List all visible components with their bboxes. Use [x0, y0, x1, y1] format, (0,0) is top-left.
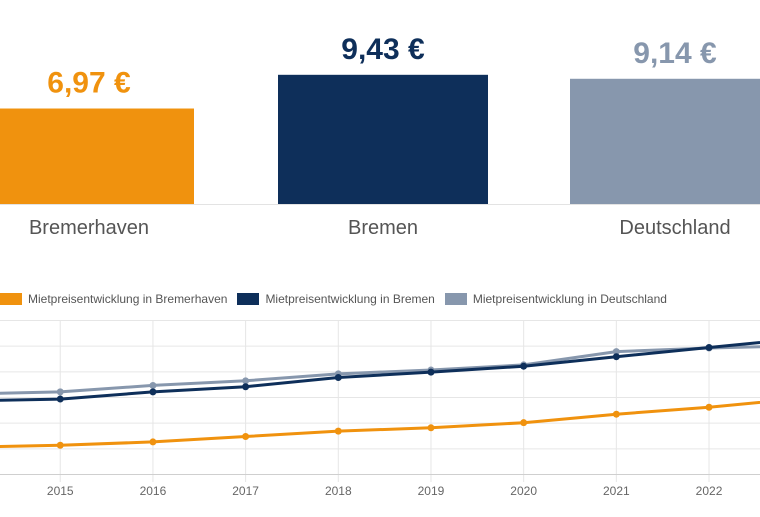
legend-label: Mietpreisentwicklung in Deutschland	[472, 292, 667, 306]
data-point	[427, 368, 435, 376]
x-tick-label: 2017	[232, 484, 259, 498]
data-point	[242, 383, 250, 391]
x-tick-label: 2016	[140, 484, 167, 498]
data-point	[612, 410, 620, 418]
line-chart-legend: Mietpreisentwicklung in Bremerhaven Mietp…	[0, 289, 677, 309]
bar-category-label: Bremen	[348, 217, 418, 239]
data-point	[427, 424, 435, 432]
legend-swatch	[0, 293, 22, 305]
x-tick-label: 2018	[325, 484, 352, 498]
legend-item[interactable]: Mietpreisentwicklung in Bremerhaven	[0, 292, 227, 306]
bar-deutschland	[570, 78, 760, 204]
data-point	[334, 373, 342, 381]
legend-item[interactable]: Mietpreisentwicklung in Deutschland	[444, 292, 667, 306]
data-point	[56, 441, 64, 449]
data-point	[56, 388, 64, 396]
data-point	[242, 433, 250, 441]
legend-item[interactable]: Mietpreisentwicklung in Bremen	[237, 292, 435, 306]
data-point	[149, 388, 157, 396]
data-point	[612, 353, 620, 361]
bar-bremen	[278, 74, 488, 205]
bar-bremerhaven	[0, 108, 194, 204]
x-tick-label: 2020	[510, 484, 537, 498]
data-point	[705, 403, 713, 411]
data-point	[520, 362, 528, 370]
legend-swatch	[237, 293, 260, 305]
bar-chart: 6,97 € Bremerhaven 9,43 € Bremen 9,14 € Deuts…	[0, 33, 760, 239]
data-point	[242, 377, 250, 385]
series-line	[0, 400, 760, 448]
legend-label: Mietpreisentwicklung in Bremen	[265, 292, 435, 306]
line-chart: 2015 2016 2017 2018 2019 2020 2021 2022	[0, 320, 760, 498]
x-tick-label: 2019	[418, 484, 445, 498]
series-line	[0, 341, 760, 402]
x-tick-label: 2015	[47, 484, 74, 498]
data-point	[334, 427, 342, 435]
data-point	[149, 438, 157, 446]
data-point	[705, 343, 713, 351]
legend-swatch	[444, 293, 467, 305]
data-point	[612, 348, 620, 356]
bar-value-label: 6,97 €	[47, 67, 131, 100]
bar-category-label: Deutschland	[619, 217, 730, 239]
data-point	[149, 381, 157, 389]
series-line	[0, 345, 760, 395]
bar-value-label: 9,43 €	[341, 33, 425, 66]
bar-category-label: Bremerhaven	[29, 217, 149, 239]
legend-label: Mietpreisentwicklung in Bremerhaven	[28, 292, 228, 306]
x-tick-label: 2022	[696, 484, 723, 498]
x-tick-label: 2021	[603, 484, 630, 498]
bar-value-label: 9,14 €	[633, 37, 717, 70]
data-point	[56, 395, 64, 403]
data-point	[520, 419, 528, 427]
